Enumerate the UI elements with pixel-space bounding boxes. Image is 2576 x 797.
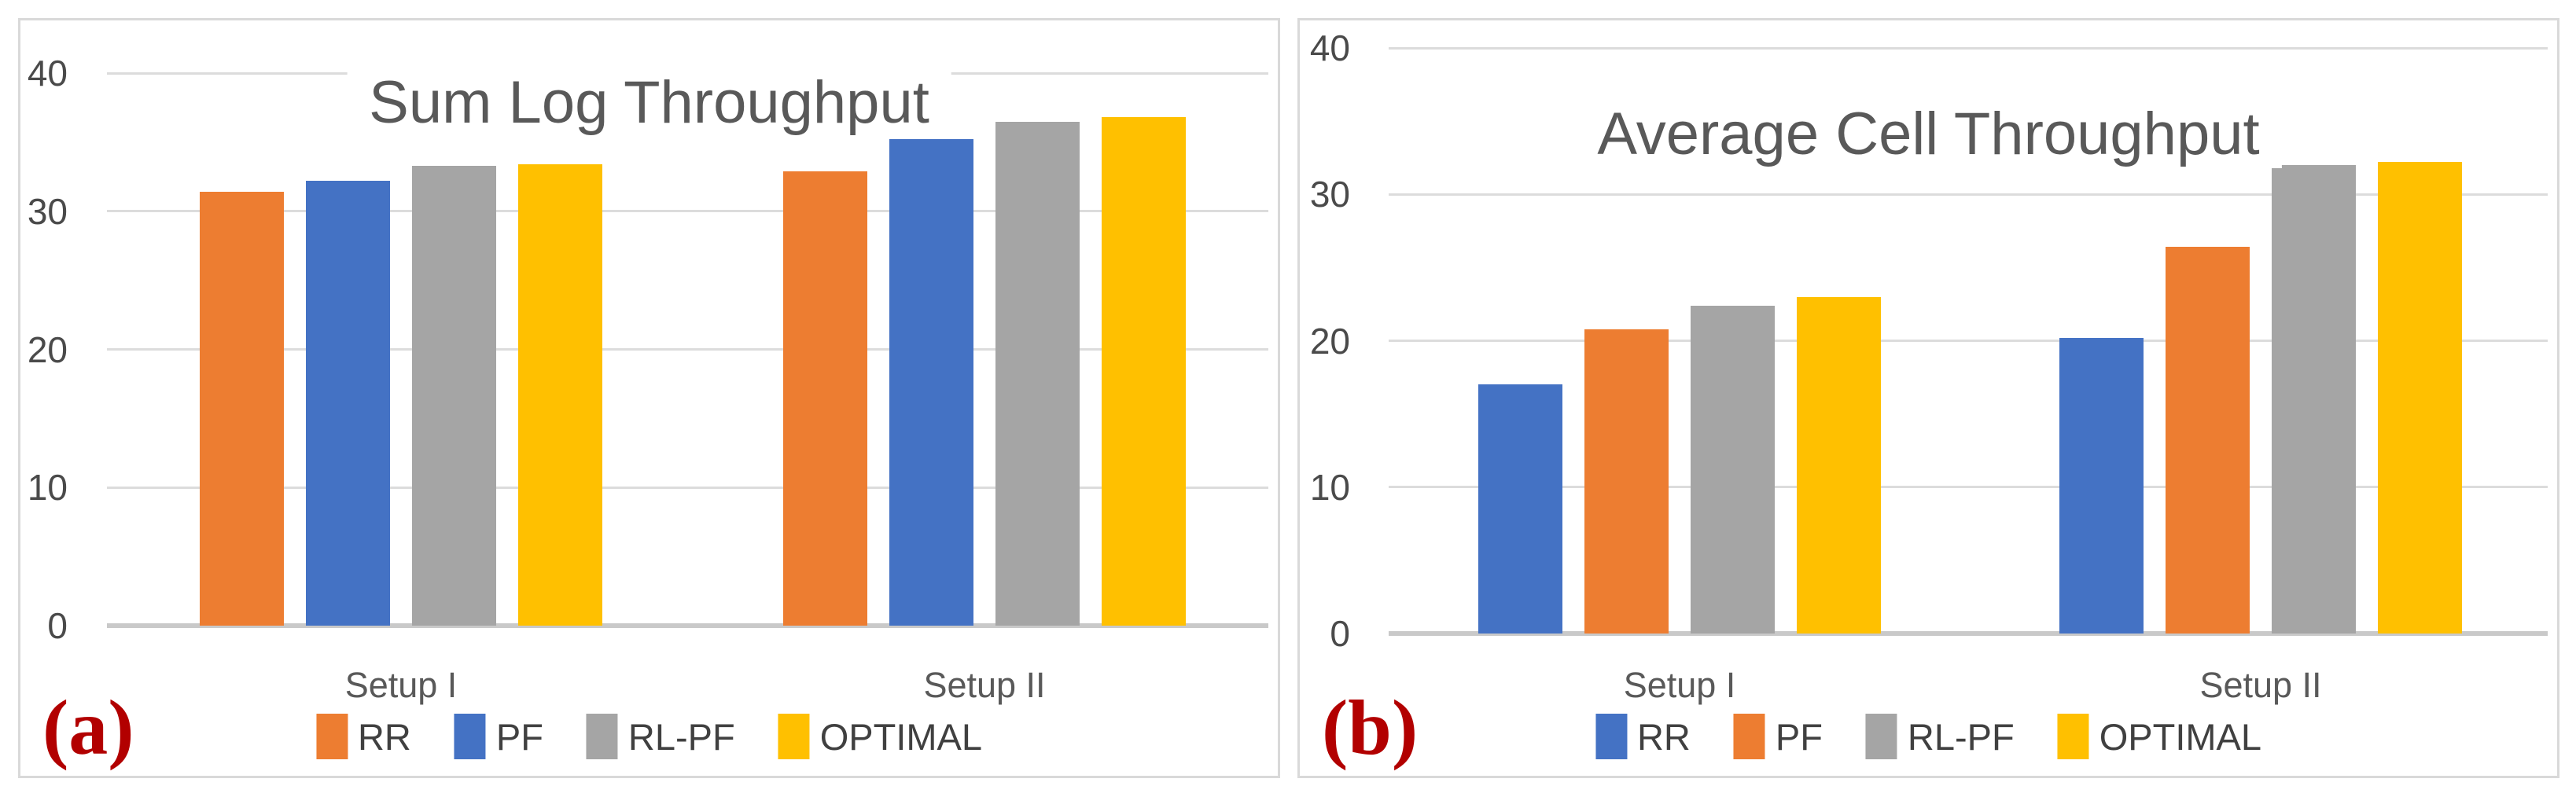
bar-optimal-setup-ii	[2378, 162, 2462, 634]
bar-rl-pf-setup-ii	[995, 121, 1080, 626]
bar-rl-pf-setup-i	[1691, 305, 1775, 634]
bar-rr-setup-i	[1478, 384, 1562, 634]
x-axis-line	[107, 623, 1268, 628]
y-tick-label-0: 0	[1330, 613, 1350, 654]
y-tick-label-30: 30	[1309, 174, 1350, 215]
bar-optimal-setup-i	[518, 163, 602, 626]
bar-pf-setup-ii	[2166, 247, 2250, 634]
legend-swatch-rr	[315, 714, 348, 759]
legend-entry-rl-pf: RL-PF	[1865, 714, 2015, 759]
legend-swatch-optimal	[778, 714, 810, 759]
category-label-setup-i: Setup I	[1623, 665, 1736, 705]
chart-panel-b: Average Cell Throughput 0 10 20 30 40 Setup I…	[1297, 18, 2559, 778]
y-tick-label-40: 40	[27, 53, 68, 94]
gridline-y20	[107, 348, 1268, 351]
legend-entry-optimal: OPTIMAL	[778, 714, 982, 759]
gridline-y20	[1389, 340, 2548, 342]
bar-rr-setup-i	[200, 192, 284, 626]
chart-title-average-cell-throughput: Average Cell Throughput	[1575, 101, 2282, 168]
legend: RR PF RL-PF OPTIMAL	[1595, 714, 2261, 759]
y-tick-label-40: 40	[1309, 28, 1350, 68]
bar-rl-pf-setup-ii	[2272, 165, 2356, 634]
legend-swatch-pf	[454, 714, 486, 759]
legend-label-rl-pf: RL-PF	[1907, 715, 2015, 758]
gridline-y30	[107, 210, 1268, 213]
bar-pf-setup-i	[1584, 329, 1669, 634]
legend-entry-pf: PF	[1733, 714, 1823, 759]
y-tick-label-0: 0	[47, 605, 68, 646]
bar-pf-setup-ii	[889, 139, 973, 626]
y-tick-label-30: 30	[27, 190, 68, 232]
legend-swatch-pf	[1733, 714, 1765, 759]
chart-panel-a: Sum Log Throughput 0 10 20 30 40 Setup I Setup…	[18, 18, 1280, 778]
bar-rl-pf-setup-i	[412, 165, 496, 626]
legend-entry-rr: RR	[315, 714, 411, 759]
category-label-setup-ii: Setup II	[2199, 665, 2322, 705]
gridline-y40	[1389, 46, 2548, 50]
legend-swatch-rl-pf	[1865, 714, 1897, 759]
chart-title-sum-log-throughput: Sum Log Throughput	[347, 69, 951, 137]
legend-label-rl-pf: RL-PF	[627, 715, 735, 758]
y-tick-label-20: 20	[1309, 320, 1350, 362]
y-tick-label-20: 20	[27, 329, 68, 370]
bar-rr-setup-ii	[2059, 337, 2144, 634]
legend-entry-optimal: OPTIMAL	[2057, 714, 2262, 759]
legend-swatch-rr	[1595, 714, 1627, 759]
panel-label-a: (a)	[42, 684, 134, 771]
legend-label-optimal: OPTIMAL	[819, 715, 983, 758]
y-tick-label-10: 10	[1309, 466, 1350, 508]
gridline-y10	[107, 486, 1268, 489]
legend-label-optimal: OPTIMAL	[2099, 715, 2262, 758]
legend-swatch-optimal	[2057, 714, 2089, 759]
x-axis-line	[1389, 631, 2548, 636]
legend-entry-pf: PF	[454, 714, 543, 759]
bar-optimal-setup-ii	[1102, 117, 1186, 626]
legend-label-rr: RR	[357, 715, 411, 758]
y-tick-label-10: 10	[27, 467, 68, 509]
legend-entry-rl-pf: RL-PF	[586, 714, 735, 759]
gridline-y30	[1389, 193, 2548, 196]
bar-optimal-setup-i	[1797, 296, 1881, 634]
gridline-y10	[1389, 486, 2548, 489]
legend-entry-rr: RR	[1595, 714, 1691, 759]
legend: RR PF RL-PF OPTIMAL	[315, 714, 982, 759]
category-label-setup-i: Setup I	[344, 665, 458, 705]
category-label-setup-ii: Setup II	[923, 665, 1046, 705]
legend-label-rr: RR	[1636, 715, 1691, 758]
legend-swatch-rl-pf	[586, 714, 618, 759]
bar-pf-setup-i	[306, 181, 390, 626]
legend-label-pf: PF	[495, 715, 543, 758]
bar-rr-setup-ii	[783, 171, 867, 626]
legend-label-pf: PF	[1775, 715, 1823, 758]
panel-label-b: (b)	[1322, 684, 1419, 771]
